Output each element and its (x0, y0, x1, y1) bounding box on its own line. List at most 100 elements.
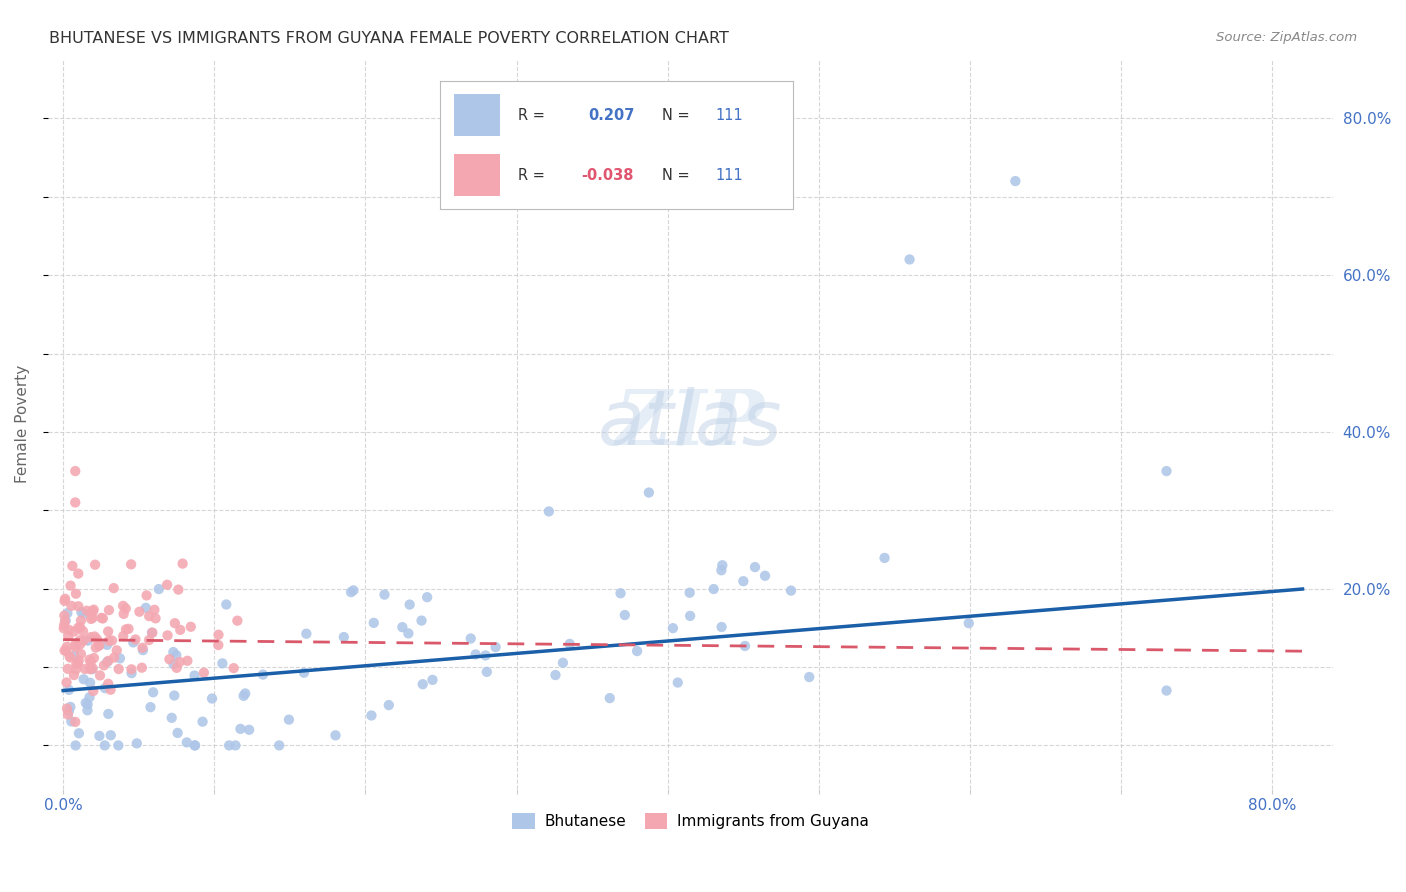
Point (114, 601, 136, 615)
Point (53, 643, 76, 657)
Point (65, 587, 87, 601)
Point (165, 648, 187, 662)
Point (98, 603, 121, 617)
Point (105, 643, 128, 657)
Text: atlas: atlas (598, 387, 783, 461)
Point (166, 726, 188, 740)
Point (56, 662, 79, 676)
Point (138, 609, 160, 624)
Point (87, 639, 110, 653)
Point (163, 616, 186, 631)
Point (754, 568, 776, 582)
Point (398, 598, 420, 612)
Point (163, 689, 186, 703)
Point (82, 611, 104, 625)
Point (211, 657, 233, 671)
Point (97, 633, 120, 648)
Point (63, 648, 86, 663)
Point (67, 654, 90, 668)
Point (609, 586, 631, 600)
Point (79, 653, 101, 667)
Point (59, 649, 82, 664)
Point (207, 628, 229, 642)
Point (67, 621, 90, 635)
Point (89, 638, 111, 652)
Point (360, 708, 382, 723)
Point (145, 611, 167, 625)
Point (82, 684, 104, 698)
Point (201, 691, 224, 706)
Y-axis label: Female Poverty: Female Poverty (15, 365, 30, 483)
Point (613, 607, 636, 622)
Point (637, 485, 659, 500)
Point (65, 662, 87, 676)
Point (60, 714, 83, 729)
Point (176, 735, 198, 749)
Point (184, 739, 207, 753)
Point (132, 643, 155, 657)
Point (112, 629, 135, 643)
Point (162, 657, 184, 672)
Point (97, 706, 120, 721)
Point (66, 657, 89, 671)
Point (474, 648, 496, 663)
Point (475, 665, 498, 679)
Point (70, 614, 93, 628)
Point (183, 668, 205, 682)
Point (121, 666, 143, 681)
Point (277, 713, 299, 727)
Point (94, 681, 117, 695)
Point (80, 612, 103, 626)
Point (537, 504, 560, 518)
Point (73, 672, 96, 686)
Point (79, 690, 101, 705)
Point (60, 558, 83, 573)
Point (83, 651, 105, 665)
Point (69, 620, 91, 634)
Point (56, 701, 79, 715)
Point (176, 654, 198, 668)
Point (167, 582, 190, 597)
Point (131, 640, 153, 655)
Point (128, 605, 150, 619)
Point (53, 594, 76, 608)
Point (56, 640, 79, 654)
Point (80, 605, 103, 619)
Point (232, 689, 254, 703)
Point (58, 623, 80, 637)
Point (226, 614, 249, 628)
Point (464, 648, 486, 662)
Point (52, 621, 75, 635)
Legend: Bhutanese, Immigrants from Guyana: Bhutanese, Immigrants from Guyana (506, 807, 875, 836)
Point (169, 655, 191, 669)
Point (422, 673, 444, 687)
Point (103, 650, 125, 665)
Point (156, 628, 179, 642)
Point (72, 624, 94, 639)
Point (80, 662, 103, 676)
Point (710, 563, 733, 577)
Point (416, 590, 439, 604)
Point (69, 633, 91, 648)
Point (90, 611, 112, 625)
Point (215, 598, 238, 612)
Point (73, 662, 96, 676)
Point (292, 665, 315, 680)
Point (703, 582, 725, 596)
Point (558, 637, 581, 651)
Point (117, 622, 139, 636)
Point (79, 675, 101, 690)
Point (65, 714, 87, 729)
Point (1156, 464, 1178, 478)
Point (69, 637, 91, 651)
Point (76, 604, 98, 618)
Point (59, 650, 82, 665)
Point (94, 739, 117, 753)
Point (396, 626, 419, 640)
Point (53, 618, 76, 632)
Point (679, 585, 702, 599)
Point (363, 615, 385, 630)
Point (89, 729, 111, 743)
Point (252, 667, 274, 681)
Point (108, 651, 131, 665)
